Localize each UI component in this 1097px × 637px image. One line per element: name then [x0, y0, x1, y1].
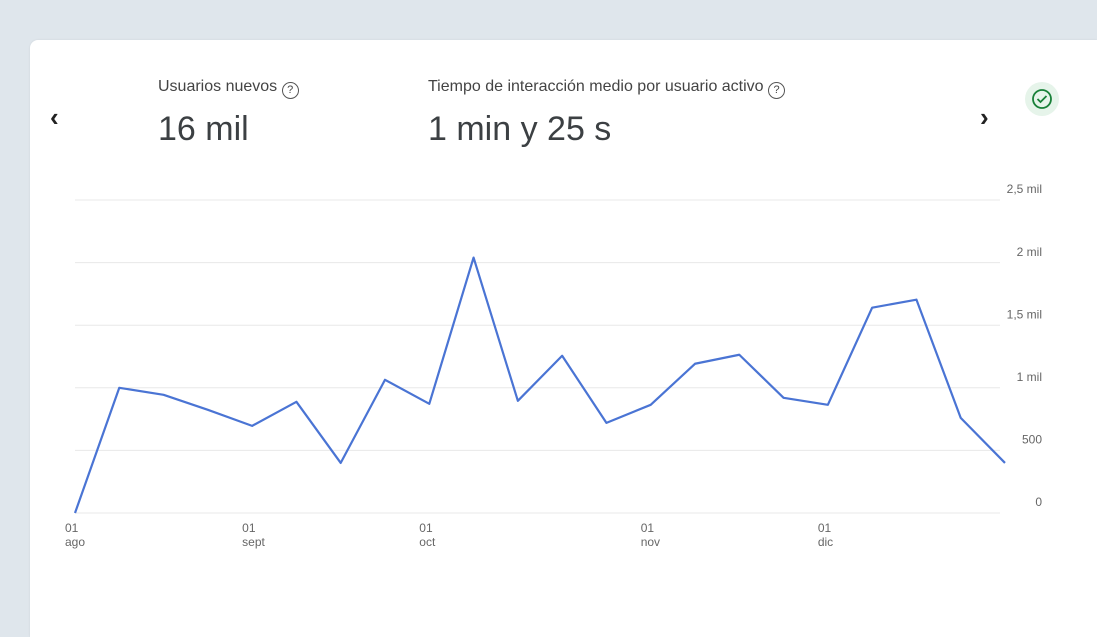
metric-value: 1 min y 25 s [428, 110, 612, 148]
y-tick-label: 500 [1022, 433, 1042, 447]
x-tick-label: 01 ago [65, 521, 86, 549]
data-line [73, 256, 1006, 514]
card [30, 40, 1097, 637]
y-tick-label: 2 mil [1017, 245, 1042, 259]
metric-label-text: Tiempo de interacción medio por usuario … [428, 78, 764, 95]
metric-value: 16 mil [158, 110, 249, 148]
x-tick-label: 01 nov [640, 521, 661, 549]
metric-label-text: Usuarios nuevos [158, 78, 278, 95]
next-arrow[interactable]: › [980, 102, 989, 132]
prev-arrow[interactable]: ‹ [50, 102, 59, 132]
help-icon[interactable]: ? [281, 82, 299, 99]
x-tick-label: 01 sept [242, 521, 265, 549]
y-tick-label: 2,5 mil [1007, 182, 1042, 196]
metric-label: Usuarios nuevos ? [158, 78, 299, 99]
y-tick-label: 1,5 mil [1007, 307, 1042, 321]
check-icon [1032, 89, 1052, 109]
status-badge[interactable] [1025, 82, 1059, 116]
y-tick-label: 0 [1035, 495, 1042, 509]
metric-label: Tiempo de interacción medio por usuario … [428, 78, 786, 99]
x-tick-label: 01 dic [817, 521, 834, 549]
y-tick-label: 1 mil [1017, 370, 1042, 384]
help-icon[interactable]: ? [768, 82, 786, 99]
x-tick-label: 01 oct [419, 521, 436, 549]
